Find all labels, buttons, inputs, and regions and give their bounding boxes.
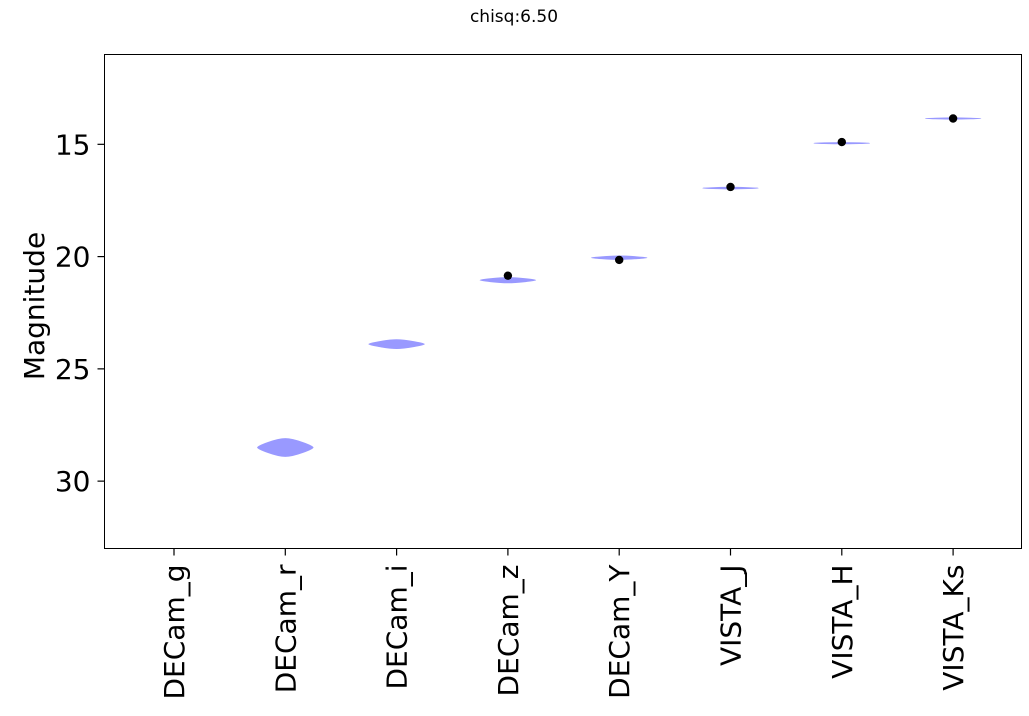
y-tick-label: 15: [55, 128, 91, 161]
violin-DECam_z: [479, 277, 537, 284]
x-tick-label: DECam_z: [492, 565, 525, 697]
violin-DECam_r: [257, 438, 314, 457]
data-point-DECam_z: [503, 271, 513, 280]
chart-title: chisq:6.50: [470, 7, 558, 27]
y-axis-label: Magnitude: [18, 232, 51, 380]
plot-frame: [104, 54, 1022, 549]
x-tick-label: DECam_Y: [603, 564, 636, 699]
x-axis: DECam_g DECam_r DECam_i DECam_z DECam_Y VISTA…: [158, 548, 970, 700]
y-tick-label: 20: [55, 241, 91, 274]
x-tick-label: DECam_i: [381, 565, 414, 690]
x-tick-label: VISTA_H: [826, 565, 859, 679]
x-tick-label: VISTA_Ks: [937, 565, 970, 691]
y-tick-label: 25: [55, 353, 91, 386]
x-tick-label: DECam_r: [269, 564, 302, 693]
data-point-VISTA_Ks: [948, 114, 958, 123]
y-axis: 15 20 25 30: [55, 128, 105, 498]
y-tick-label: 30: [55, 465, 91, 498]
plot-area: [257, 114, 982, 457]
data-point-DECam_Y: [615, 255, 624, 265]
x-tick-label: DECam_g: [158, 565, 191, 700]
data-point-VISTA_J: [726, 182, 735, 192]
x-tick-label: VISTA_J: [715, 565, 748, 667]
violin-DECam_i: [368, 339, 425, 350]
data-point-VISTA_H: [837, 137, 846, 147]
